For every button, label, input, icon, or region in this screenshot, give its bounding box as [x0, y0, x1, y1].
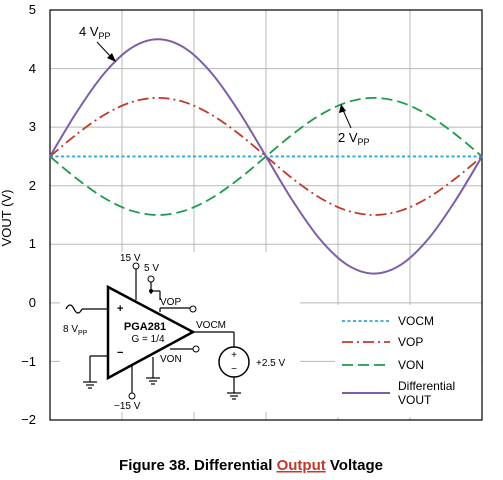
opamp-plus: +	[117, 303, 123, 315]
svg-text:4 VPP: 4 VPP	[79, 24, 111, 41]
annotation-2vpp-arrowhead	[339, 104, 346, 113]
part-label: PGA281	[124, 321, 166, 333]
annotation-4vpp-arrow	[96, 41, 113, 59]
von-terminal	[192, 345, 200, 353]
annotation-2vpp-sub: PP	[358, 137, 370, 147]
input-source-label: 8 VPP	[63, 324, 88, 337]
y-tick-label: 3	[29, 119, 36, 134]
von-label: VON	[160, 354, 182, 365]
schematic-inset: + − PGA281 G = 1/4 15 V 5 V 8 VPP −15 V	[60, 252, 300, 412]
series-line-vop	[49, 96, 483, 216]
vop-label: VOP	[160, 297, 181, 308]
y-tick-label: −2	[21, 412, 36, 427]
vop-terminal	[189, 305, 197, 313]
annotation-4vpp-arrowhead	[107, 53, 116, 62]
legend-background	[335, 305, 481, 417]
supply-bottom-terminal	[128, 392, 136, 400]
gain-label: G = 1/4	[131, 334, 165, 345]
legend: VOCM VOP VON Differential VOUT	[335, 305, 481, 417]
series-layer	[49, 38, 483, 275]
series-line-differential-vout	[49, 38, 483, 275]
legend-label-vocm: VOCM	[398, 314, 434, 328]
plot-frame	[49, 9, 483, 421]
ref-source-plus: +	[231, 350, 237, 361]
caption-before: Figure 38. Differential	[119, 457, 277, 474]
y-tick-label: 4	[29, 61, 36, 76]
supply-logic-terminal	[147, 275, 155, 283]
y-tick-label: −1	[21, 354, 36, 369]
input-sine-icon	[65, 304, 83, 314]
y-tick-label: 1	[29, 236, 36, 251]
annotation-2vpp: 2 VPP	[338, 104, 370, 147]
y-tick-label: 5	[29, 2, 36, 17]
grid	[49, 9, 483, 421]
supply-top-label: 15 V	[120, 253, 141, 264]
legend-label-vop: VOP	[398, 335, 423, 349]
legend-label-von: VON	[398, 358, 424, 372]
input-source-sub: PP	[78, 330, 88, 337]
figure-caption: Figure 38. Differential Output Voltage	[119, 457, 383, 474]
svg-text:2 VPP: 2 VPP	[338, 130, 370, 147]
y-axis-label: VOUT (V)	[0, 190, 14, 247]
y-tick-labels: 5 4 3 2 1 0 −1 −2	[21, 2, 36, 427]
caption-after: Voltage	[326, 457, 383, 474]
ref-source-minus: −	[231, 364, 237, 375]
annotation-4vpp: 4 VPP	[79, 24, 116, 62]
legend-label-vout: VOUT	[398, 393, 432, 407]
caption-highlight: Output	[277, 457, 326, 474]
annotation-2vpp-arrow	[342, 109, 352, 129]
opamp-minus: −	[117, 347, 123, 359]
annotation-4vpp-sub: PP	[99, 31, 111, 41]
legend-label-differential: Differential	[398, 379, 455, 393]
supply-logic-label: 5 V	[144, 263, 159, 274]
ref-source-label: +2.5 V	[256, 358, 286, 369]
supply-top-terminal	[132, 262, 140, 270]
opamp-triangle	[106, 284, 196, 381]
input-source-value: 8 V	[63, 324, 78, 335]
annotation-2vpp-text: 2 V	[338, 130, 358, 145]
supply-bottom-label: −15 V	[114, 401, 141, 412]
y-tick-label: 2	[29, 178, 36, 193]
vocm-label: VOCM	[196, 320, 226, 331]
annotation-4vpp-text: 4 V	[79, 24, 99, 39]
y-tick-label: 0	[29, 295, 36, 310]
